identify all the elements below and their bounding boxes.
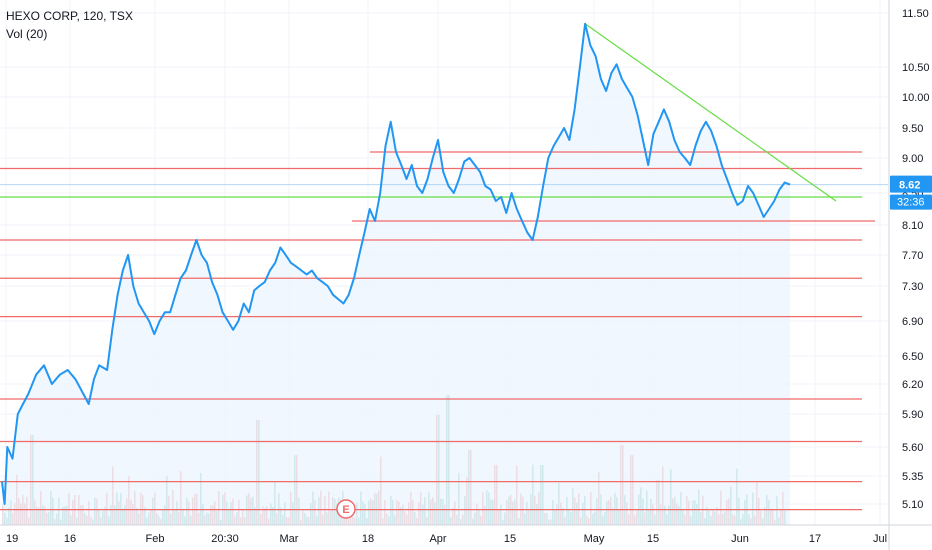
- y-tick-label: 5.35: [902, 471, 923, 483]
- y-tick-label: 5.10: [902, 499, 923, 511]
- last-price-label: 8.62: [899, 180, 920, 192]
- y-tick-label: 10.00: [902, 92, 930, 104]
- earnings-event-marker[interactable]: [336, 499, 356, 519]
- countdown-badge: [890, 194, 932, 210]
- volume-indicator-label: Vol (20): [6, 27, 48, 41]
- x-tick-label: 15: [504, 533, 516, 545]
- x-tick-label: 15: [647, 533, 659, 545]
- x-tick-label: 16: [64, 533, 76, 545]
- y-tick-label: 6.50: [902, 351, 923, 363]
- earnings-event-label: E: [342, 504, 349, 516]
- x-tick-label: 19: [6, 533, 18, 545]
- symbol-title: HEXO CORP, 120, TSX: [6, 9, 133, 23]
- y-tick-label: 7.70: [902, 250, 923, 262]
- y-tick-label: 5.60: [902, 442, 923, 454]
- y-tick-label: 9.50: [902, 123, 923, 135]
- y-tick-label: 11.50: [902, 8, 929, 20]
- x-tick-label: Apr: [429, 533, 446, 545]
- x-tick-label: Jun: [731, 533, 749, 545]
- price-line: [1, 22, 791, 505]
- x-tick-label: May: [584, 533, 605, 545]
- y-tick-label: 5.90: [902, 409, 923, 421]
- y-tick-label: 7.30: [902, 281, 923, 293]
- y-tick-label: 9.00: [902, 153, 923, 165]
- trendline: [584, 23, 837, 202]
- x-tick-label: 17: [809, 533, 821, 545]
- x-tick-label: 18: [362, 533, 374, 545]
- countdown-label: 32:36: [897, 197, 925, 209]
- y-tick-label: 6.20: [902, 379, 923, 391]
- x-tick-label: Jul: [873, 533, 887, 545]
- y-tick-label: 10.50: [902, 62, 930, 74]
- x-tick-label: Feb: [146, 533, 165, 545]
- chart-legend: HEXO CORP, 120, TSX Vol (20): [6, 7, 133, 43]
- last-price-badge: [890, 175, 932, 193]
- price-area-fill: [2, 23, 790, 526]
- x-tick-label: Mar: [280, 533, 299, 545]
- y-tick-label: 6.90: [902, 316, 923, 328]
- x-tick-label: 20:30: [211, 533, 239, 545]
- y-tick-label: 8.10: [902, 220, 923, 232]
